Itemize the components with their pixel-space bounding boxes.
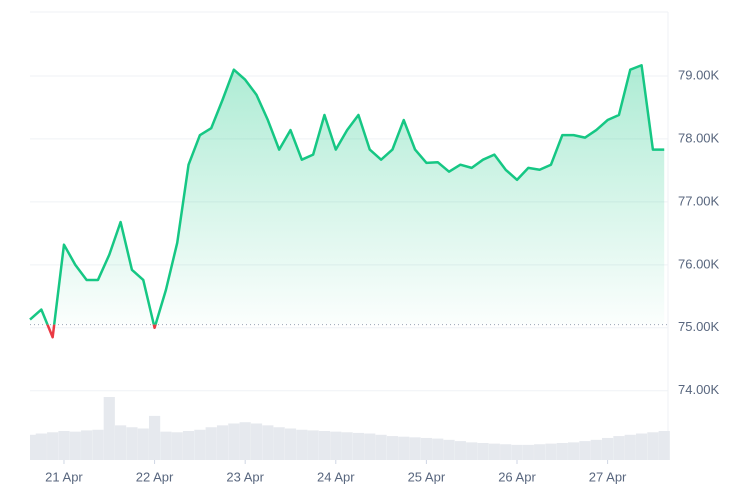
volume-bar	[216, 425, 229, 460]
x-tick-label: 21 Apr	[45, 469, 83, 484]
volume-bar	[420, 437, 432, 460]
volume-bar	[556, 442, 568, 460]
x-tick-label: 22 Apr	[136, 469, 174, 484]
volume-bar	[534, 444, 546, 460]
volume-bar	[284, 428, 297, 460]
volume-bar	[454, 441, 466, 460]
volume-bar	[307, 430, 319, 460]
volume-bar	[488, 443, 500, 460]
volume-bar	[602, 437, 614, 460]
volume-bar	[568, 442, 580, 460]
volume-bar	[624, 434, 636, 460]
volume-bar	[273, 427, 285, 460]
volume-bar	[205, 427, 217, 460]
volume-bar	[296, 429, 308, 460]
volume-bar	[103, 397, 115, 460]
volume-bar	[590, 439, 602, 460]
volume-bar	[318, 431, 331, 460]
y-tick-label: 75.00K	[678, 319, 720, 334]
volume-bar	[47, 432, 59, 460]
volume-bar	[35, 433, 47, 460]
volume-bar	[262, 425, 274, 460]
y-tick-label: 79.00K	[678, 67, 720, 82]
volume-bar	[364, 433, 376, 460]
x-tick-label: 26 Apr	[498, 469, 536, 484]
volume-bar	[511, 444, 523, 460]
volume-bar	[613, 436, 625, 460]
volume-bar	[466, 442, 478, 460]
volume-bar	[330, 431, 342, 460]
volume-bar	[522, 444, 534, 460]
volume-bar	[386, 436, 399, 460]
volume-bar	[375, 434, 387, 460]
volume-bar	[250, 423, 263, 460]
volume-bar	[30, 434, 42, 460]
x-tick-label: 24 Apr	[317, 469, 355, 484]
volume-bar	[69, 431, 81, 460]
volume-bar	[409, 437, 421, 460]
volume-bar	[658, 431, 670, 460]
volume-bar	[352, 432, 365, 460]
volume-bar	[500, 444, 512, 460]
y-tick-label: 77.00K	[678, 193, 720, 208]
volume-bar	[341, 432, 353, 460]
area	[30, 65, 665, 325]
x-tick-label: 25 Apr	[408, 469, 446, 484]
volume-bar	[432, 438, 444, 460]
volume-bar	[148, 415, 161, 460]
volume-bar	[228, 423, 240, 460]
volume-bar	[239, 422, 251, 460]
volume-bar	[545, 443, 557, 460]
volume-bar	[647, 432, 659, 460]
x-tick-label: 23 Apr	[226, 469, 264, 484]
volume-bar	[443, 439, 455, 460]
volume-bar	[635, 433, 648, 460]
volume-bar	[579, 441, 591, 460]
y-tick-label: 76.00K	[678, 256, 720, 271]
x-tick-label: 27 Apr	[589, 469, 627, 484]
volume-bar	[194, 429, 206, 460]
volume-bar	[81, 430, 93, 460]
volume-bar	[398, 436, 410, 460]
volume-bar	[477, 442, 489, 460]
y-tick-label: 78.00K	[678, 130, 720, 145]
volume-bar	[126, 427, 138, 460]
price-line	[29, 64, 665, 325]
volume-bar	[92, 429, 104, 460]
volume-bar	[171, 432, 183, 460]
volume-bar	[182, 431, 195, 460]
y-tick-label: 74.00K	[678, 382, 720, 397]
volume-bar	[115, 425, 127, 460]
volume-bar	[58, 431, 70, 460]
volume-bar	[137, 428, 149, 460]
volume-bar	[160, 431, 172, 460]
